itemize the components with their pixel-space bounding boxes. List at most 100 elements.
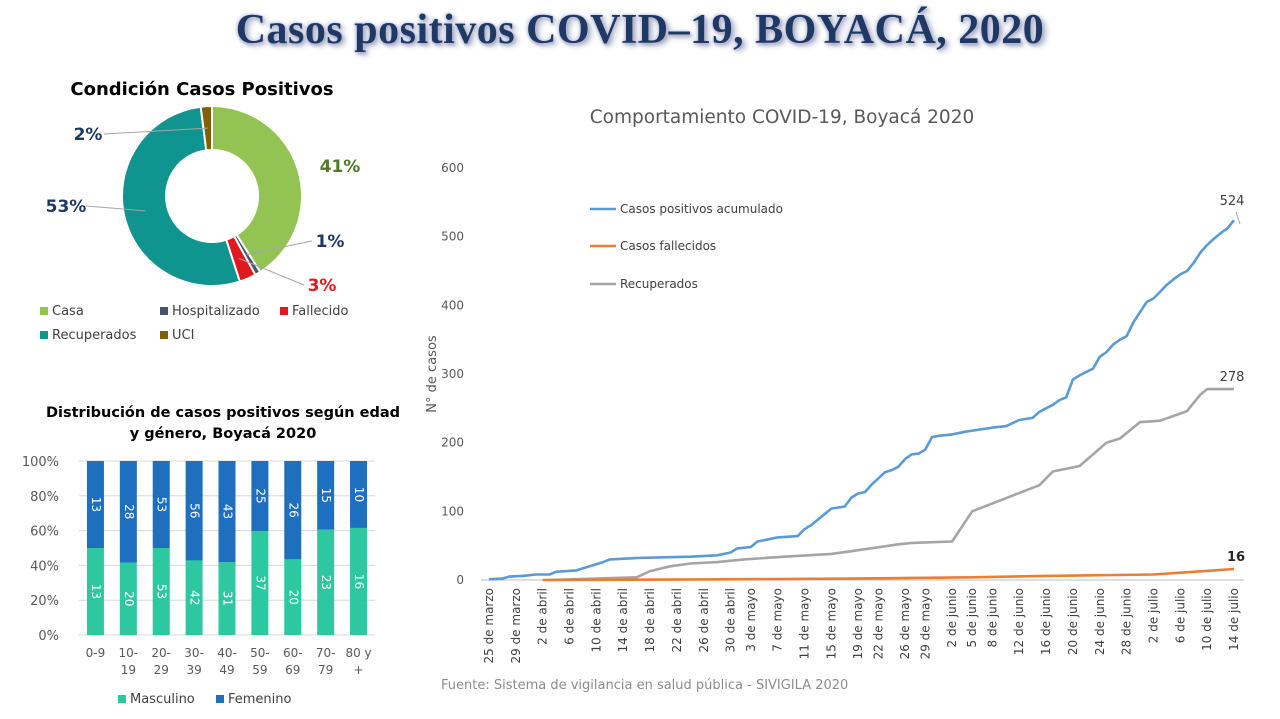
- bar-masculino: [284, 559, 302, 635]
- x-tick-label: 19 de mayo: [851, 588, 865, 659]
- x-category-label: 20-29: [151, 646, 171, 677]
- x-tick-label: 22 de mayo: [871, 588, 885, 659]
- x-tick-label: 29 de marzo: [509, 588, 523, 664]
- leader-line: [246, 240, 313, 256]
- bar-masculino: [251, 531, 269, 635]
- x-category-label: 80 y +: [345, 646, 371, 677]
- y-tick-label: 0: [456, 573, 464, 587]
- source-note: Fuente: Sistema de vigilancia en salud p…: [441, 678, 849, 693]
- y-tick-label: 400: [441, 298, 464, 312]
- legend-item-casa: Casa: [40, 304, 84, 319]
- legend-item-fallecido: Fallecido: [280, 304, 348, 319]
- x-tick-label: 22 de abril: [670, 588, 684, 652]
- series-line-recovered: [549, 387, 1234, 582]
- y-tick-label: 100: [441, 504, 464, 518]
- x-tick-label: 6 de abril: [563, 588, 577, 645]
- bar-label-femenino: 43: [220, 504, 234, 519]
- bar-femenino: [350, 461, 368, 528]
- legend-item-masculino: Masculino: [118, 692, 195, 707]
- donut-title: Condición Casos Positivos: [70, 79, 333, 100]
- x-tick-label: 2 de julio: [1146, 588, 1160, 643]
- bar-femenino: [317, 461, 335, 530]
- legend-swatch: [40, 307, 48, 315]
- x-tick-label: 12 de junio: [1012, 588, 1026, 655]
- x-tick-label: 7 de mayo: [771, 588, 785, 652]
- bar-femenino: [152, 461, 170, 548]
- legend-label: Fallecido: [292, 304, 349, 319]
- x-tick-label: 3 de mayo: [744, 588, 758, 652]
- donut-label-casa: 41%: [320, 157, 361, 177]
- legend-label: Hospitalizado: [172, 304, 260, 319]
- y-tick-label: 500: [441, 230, 464, 244]
- x-tick-label: 24 de junio: [1093, 588, 1107, 655]
- bar-masculino: [119, 562, 137, 635]
- x-tick-label: 28 de junio: [1120, 588, 1134, 655]
- bar-masculino: [185, 560, 203, 635]
- bar-label-masculino: 37: [253, 575, 267, 590]
- legend-swatch: [280, 307, 288, 315]
- donut-label-hospitalizado: 1%: [316, 232, 345, 252]
- x-tick-label: 6 de julio: [1173, 588, 1187, 643]
- y-tick-label: 60%: [30, 525, 59, 540]
- end-label-leader: [1235, 211, 1241, 225]
- x-tick-label: 8 de junio: [985, 588, 999, 647]
- bar-label-masculino: 20: [122, 591, 136, 606]
- x-tick-label: 16 de junio: [1039, 588, 1053, 655]
- bar-label-femenino: 26: [286, 503, 300, 518]
- legend-label-cumulative-cases: Casos positivos acumulado: [620, 202, 783, 216]
- x-tick-label: 26 de mayo: [898, 588, 912, 659]
- donut-label-uci: 2%: [74, 125, 103, 145]
- legend-label: Recuperados: [52, 328, 137, 343]
- x-category-label: 40-49: [217, 646, 237, 677]
- bar-label-masculino: 13: [89, 584, 103, 599]
- series-line-cumulative-cases: [488, 219, 1236, 581]
- y-axis-title: N° de casos: [425, 335, 440, 413]
- legend-swatch: [118, 695, 126, 703]
- x-category-label: 60-69: [283, 646, 303, 677]
- bar-masculino: [152, 548, 170, 635]
- end-label-deaths: 16: [1227, 550, 1245, 565]
- bar-label-femenino: 25: [253, 488, 267, 503]
- donut-slice-recuperados: [121, 105, 242, 287]
- leader-line: [103, 127, 208, 135]
- donut-label-fallecido: 3%: [308, 276, 337, 296]
- bar-label-femenino: 15: [319, 488, 333, 503]
- bar-label-femenino: 10: [352, 487, 366, 502]
- x-category-label: 0-9: [86, 646, 106, 660]
- legend-item-uci: UCI: [160, 328, 194, 343]
- x-tick-label: 2 de junio: [945, 588, 959, 647]
- bar-label-masculino: 53: [155, 584, 169, 599]
- bar-label-masculino: 23: [319, 575, 333, 590]
- bar-femenino: [119, 461, 137, 563]
- condition-donut-chart: Condición Casos Positivos 41% 1% 3% 53% 2%: [46, 79, 361, 296]
- y-tick-label: 600: [441, 161, 464, 175]
- legend-label-deaths: Casos fallecidos: [620, 239, 716, 253]
- y-tick-label: 20%: [30, 594, 59, 609]
- x-tick-label: 11 de mayo: [797, 588, 811, 659]
- x-category-label: 70-79: [316, 646, 336, 677]
- leader-line: [85, 205, 146, 212]
- x-tick-label: 14 de julio: [1227, 588, 1241, 651]
- x-tick-label: 26 de abril: [697, 588, 711, 652]
- y-tick-label: 0%: [38, 629, 59, 644]
- legend-swatch: [160, 307, 168, 315]
- x-category-label: 50-59: [250, 646, 270, 677]
- legend-label: Femenino: [228, 692, 292, 707]
- donut-slice-casa: [211, 104, 303, 274]
- series-line-deaths: [542, 567, 1235, 582]
- legend-item-hospitalizado: Hospitalizado: [160, 304, 260, 319]
- donut-label-recuperados: 53%: [46, 197, 87, 217]
- y-tick-label: 100%: [22, 455, 59, 470]
- legend-swatch: [216, 695, 224, 703]
- bar-label-femenino: 53: [155, 497, 169, 512]
- legend-label: UCI: [172, 328, 195, 343]
- bar-masculino: [218, 562, 236, 635]
- bar-label-masculino: 16: [352, 574, 366, 589]
- legend-item-femenino: Femenino: [216, 692, 291, 707]
- x-tick-label: 20 de junio: [1066, 588, 1080, 655]
- legend-item-recuperados: Recuperados: [40, 328, 136, 343]
- x-tick-label: 25 de marzo: [482, 588, 496, 664]
- y-tick-label: 40%: [30, 559, 59, 574]
- x-category-label: 10-19: [119, 646, 139, 677]
